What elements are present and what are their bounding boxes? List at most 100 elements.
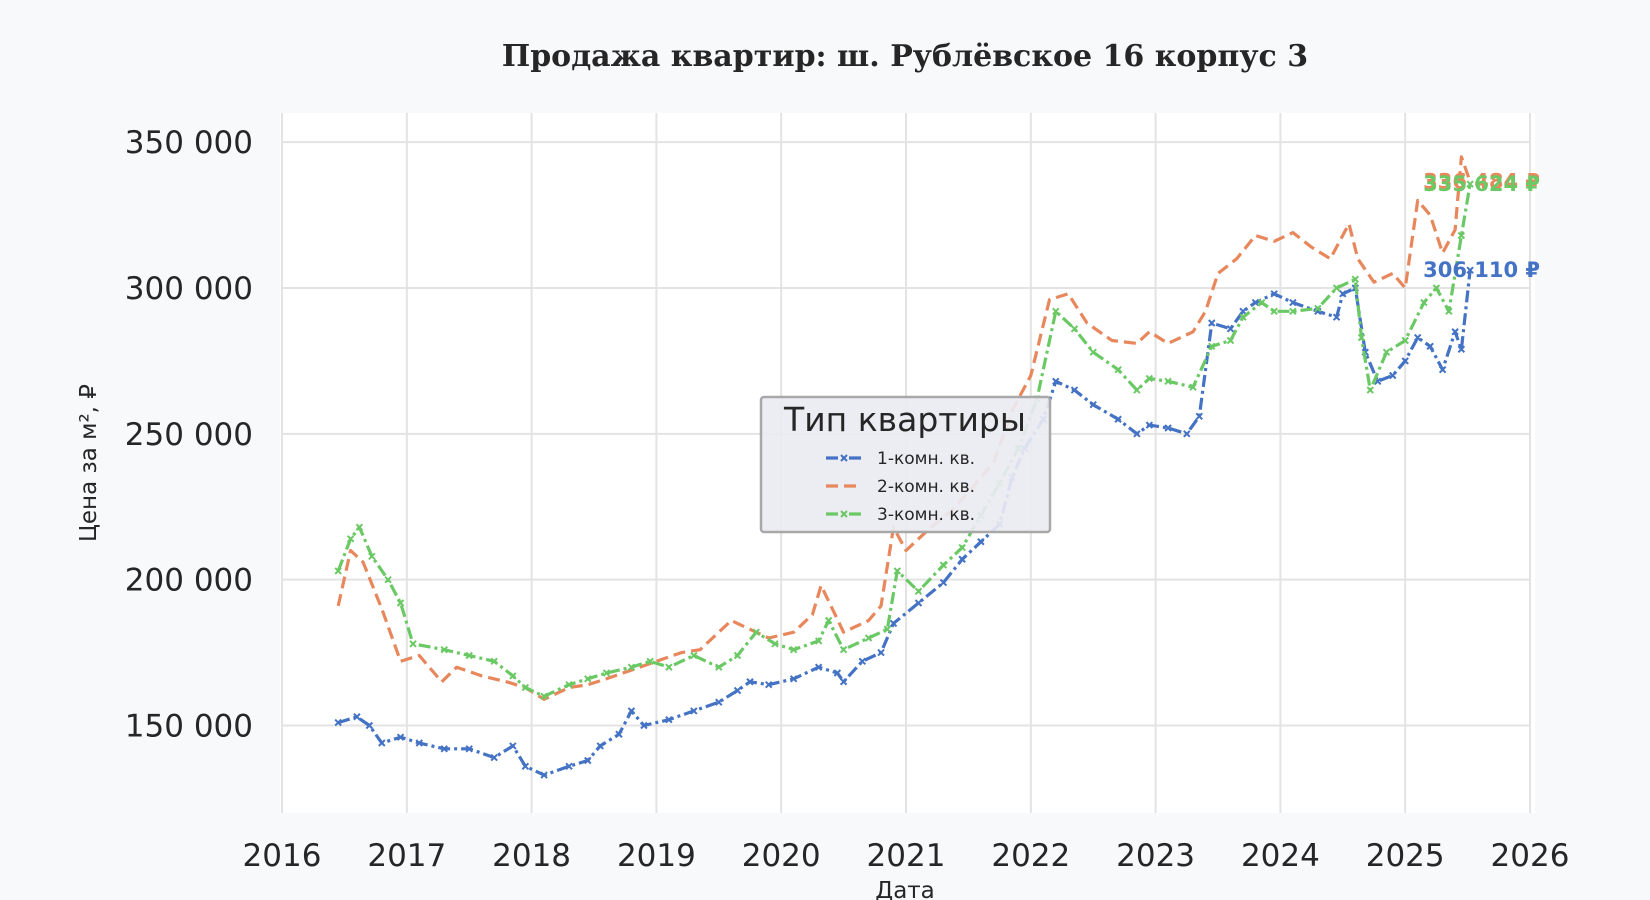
x-tick-label: 2018 — [492, 838, 571, 874]
series-end-label: 306 110 ₽ — [1423, 258, 1540, 282]
data-point — [1164, 377, 1172, 386]
y-tick-label: 350 000 — [125, 125, 253, 161]
data-point — [690, 707, 698, 715]
x-tick-label: 2023 — [1116, 838, 1195, 874]
data-point — [409, 640, 417, 648]
data-point — [1208, 319, 1216, 327]
data-point — [1466, 266, 1474, 274]
data-point — [839, 645, 848, 654]
y-tick-labels: 150 000 200 000 250 000 300 000 350 000 — [125, 125, 253, 744]
y-tick-label: 150 000 — [125, 709, 253, 745]
data-point — [858, 657, 867, 666]
data-point — [368, 552, 376, 561]
data-point — [1251, 298, 1260, 307]
data-point — [789, 675, 798, 683]
data-point — [540, 692, 548, 701]
data-point — [602, 669, 611, 677]
legend-entry: 3-комн. кв. — [877, 505, 975, 525]
legend-marker — [840, 454, 848, 462]
data-point — [1089, 400, 1097, 409]
series-end-label: 336 484 ₽ — [1423, 170, 1540, 194]
data-point — [1466, 180, 1474, 188]
data-point — [1445, 307, 1453, 316]
data-point — [1314, 304, 1322, 313]
data-point — [334, 567, 342, 575]
data-point — [627, 663, 636, 671]
data-point — [1457, 345, 1466, 353]
data-point — [1195, 412, 1203, 421]
data-point — [733, 686, 742, 695]
data-point — [914, 599, 923, 607]
x-tick-label: 2017 — [367, 838, 446, 874]
series-line — [337, 270, 1472, 777]
data-point — [378, 739, 386, 747]
data-point — [396, 599, 405, 607]
data-point — [565, 680, 573, 689]
data-point — [396, 733, 405, 741]
data-point — [627, 707, 636, 715]
data-point — [814, 663, 823, 671]
data-point — [1226, 325, 1235, 333]
data-point — [355, 523, 364, 531]
data-point — [440, 645, 448, 654]
data-point — [509, 672, 517, 680]
data-point — [824, 616, 833, 625]
data-point — [1389, 371, 1397, 380]
data-point — [914, 587, 923, 596]
data-point — [584, 675, 592, 683]
legend-entry: 1-комн. кв. — [877, 449, 975, 469]
series-end-label: 335 624 ₽ — [1423, 172, 1540, 196]
data-point — [490, 753, 498, 762]
data-point — [440, 745, 448, 753]
data-point — [1289, 307, 1297, 316]
data-point — [384, 575, 392, 584]
data-point — [1420, 298, 1428, 307]
data-point — [1052, 377, 1060, 386]
data-point — [1070, 325, 1079, 333]
y-tick-label: 200 000 — [125, 563, 253, 599]
data-point — [1451, 328, 1459, 336]
data-point — [939, 561, 948, 569]
data-point — [334, 718, 342, 727]
data-point — [958, 555, 966, 563]
x-tick-label: 2026 — [1491, 838, 1570, 874]
y-tick-label: 300 000 — [125, 271, 253, 307]
data-point — [1401, 357, 1409, 365]
data-point — [1289, 298, 1297, 307]
data-point — [690, 651, 698, 660]
legend-entry: 2-комн. кв. — [877, 477, 975, 497]
x-axis-label: Дата — [875, 878, 935, 900]
data-point — [665, 663, 673, 671]
x-tick-label: 2021 — [867, 838, 946, 874]
data-point — [814, 637, 823, 645]
data-point — [1401, 336, 1409, 345]
data-point — [521, 762, 530, 771]
data-point — [1432, 284, 1441, 292]
data-point — [1239, 307, 1247, 316]
x-tick-label: 2024 — [1241, 838, 1320, 874]
data-point — [346, 535, 355, 543]
data-point — [1208, 342, 1216, 351]
data-point — [883, 625, 891, 633]
data-point — [765, 680, 773, 689]
data-point — [1183, 430, 1191, 438]
data-point — [958, 543, 966, 552]
legend-items: 1-комн. кв. 2-комн. кв. 3-комн. кв. — [826, 449, 975, 525]
data-point — [1089, 348, 1097, 356]
data-point — [490, 657, 498, 666]
data-point — [1351, 275, 1359, 283]
data-point — [1145, 374, 1154, 383]
data-point — [415, 739, 423, 747]
data-point — [365, 721, 374, 730]
data-point — [665, 715, 673, 724]
x-tick-label: 2016 — [243, 838, 322, 874]
data-point — [1270, 307, 1278, 316]
x-tick-label: 2020 — [742, 838, 821, 874]
data-point — [640, 721, 648, 730]
x-tick-label: 2019 — [617, 838, 696, 874]
data-point — [771, 640, 779, 648]
data-point — [565, 762, 573, 771]
data-point — [752, 628, 760, 636]
data-point — [893, 567, 901, 575]
